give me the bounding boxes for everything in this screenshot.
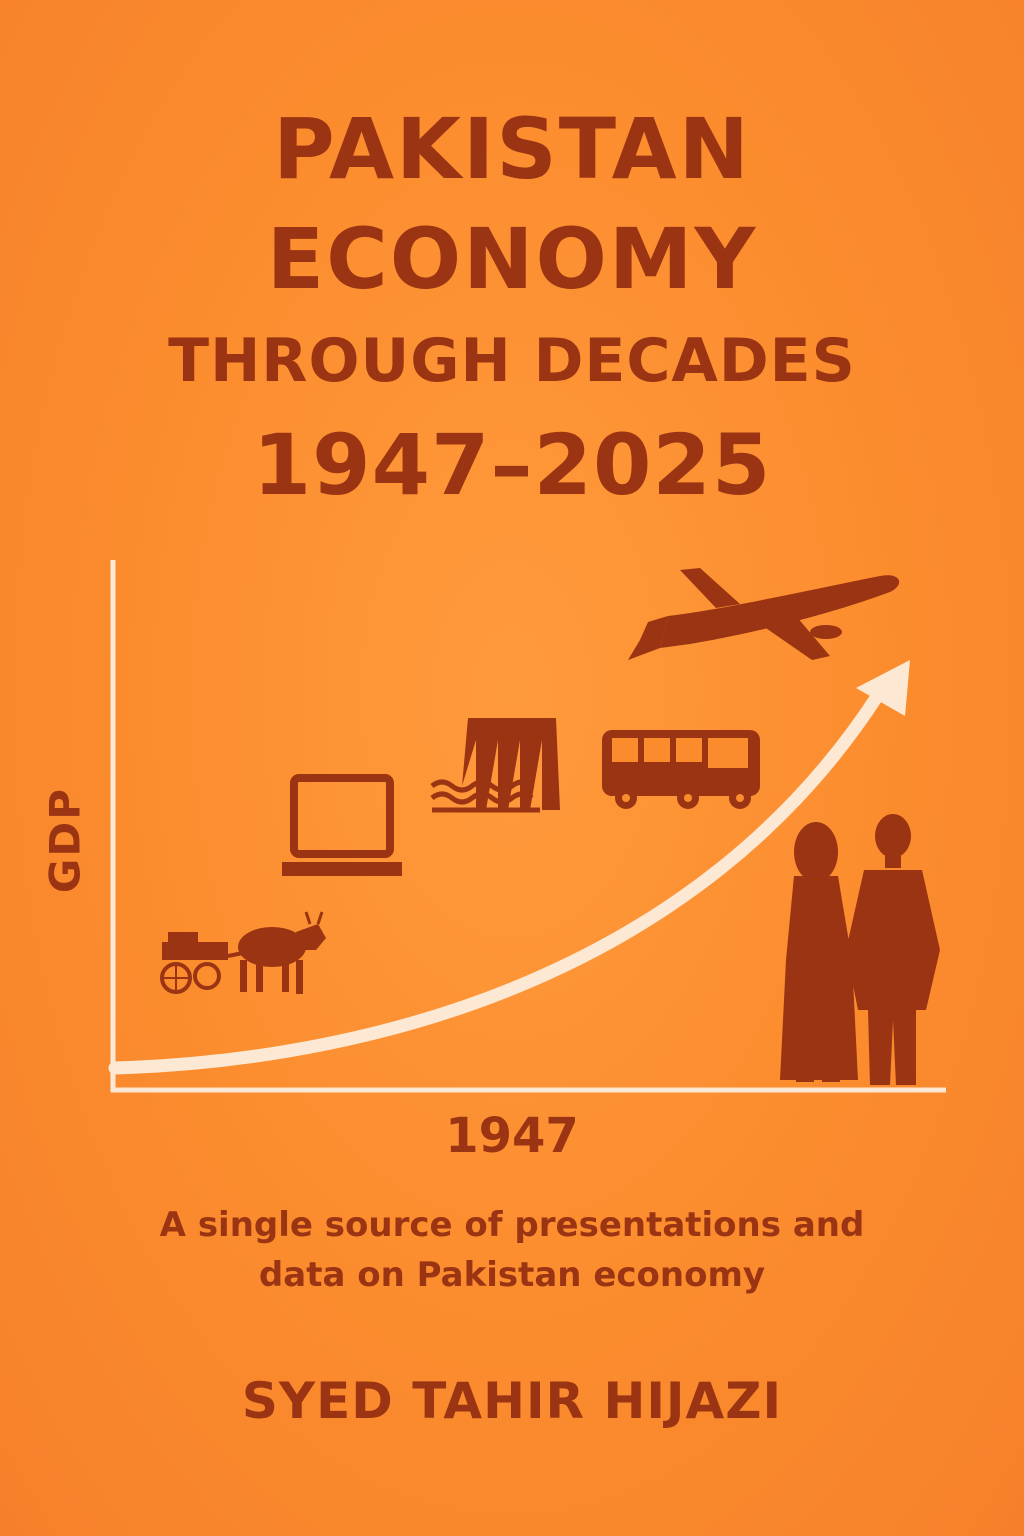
bus-icon — [602, 730, 760, 809]
woman-figure-icon — [780, 822, 858, 1082]
subtitle-line-1: A single source of presentations and — [159, 1205, 865, 1245]
dam-icon — [430, 718, 560, 813]
growth-illustration — [0, 540, 1024, 1120]
man-figure-icon — [846, 814, 940, 1085]
gdp-axis-label: GDP — [30, 770, 100, 910]
subtitle-line-2: data on Pakistan economy — [258, 1255, 766, 1295]
growth-arrowhead — [856, 660, 910, 716]
start-year-label: 1947 — [445, 1108, 579, 1164]
title-line-economy: ECONOMY — [266, 210, 758, 308]
author-name: SYED TAHIR HIJAZI — [241, 1372, 783, 1430]
subtitle: A single source of presentations and dat… — [112, 1200, 912, 1300]
ox-cart-icon — [160, 911, 326, 994]
airplane-icon — [628, 568, 900, 660]
gdp-axis-label-text: GDP — [40, 786, 90, 894]
title-line-through-decades: THROUGH DECADES — [168, 326, 856, 396]
growth-arrow — [108, 688, 885, 1075]
laptop-icon — [282, 774, 402, 876]
growth-illustration-svg — [108, 560, 946, 1093]
title-line-years: 1947–2025 — [252, 416, 772, 514]
title-line-pakistan: PAKISTAN — [273, 100, 751, 198]
